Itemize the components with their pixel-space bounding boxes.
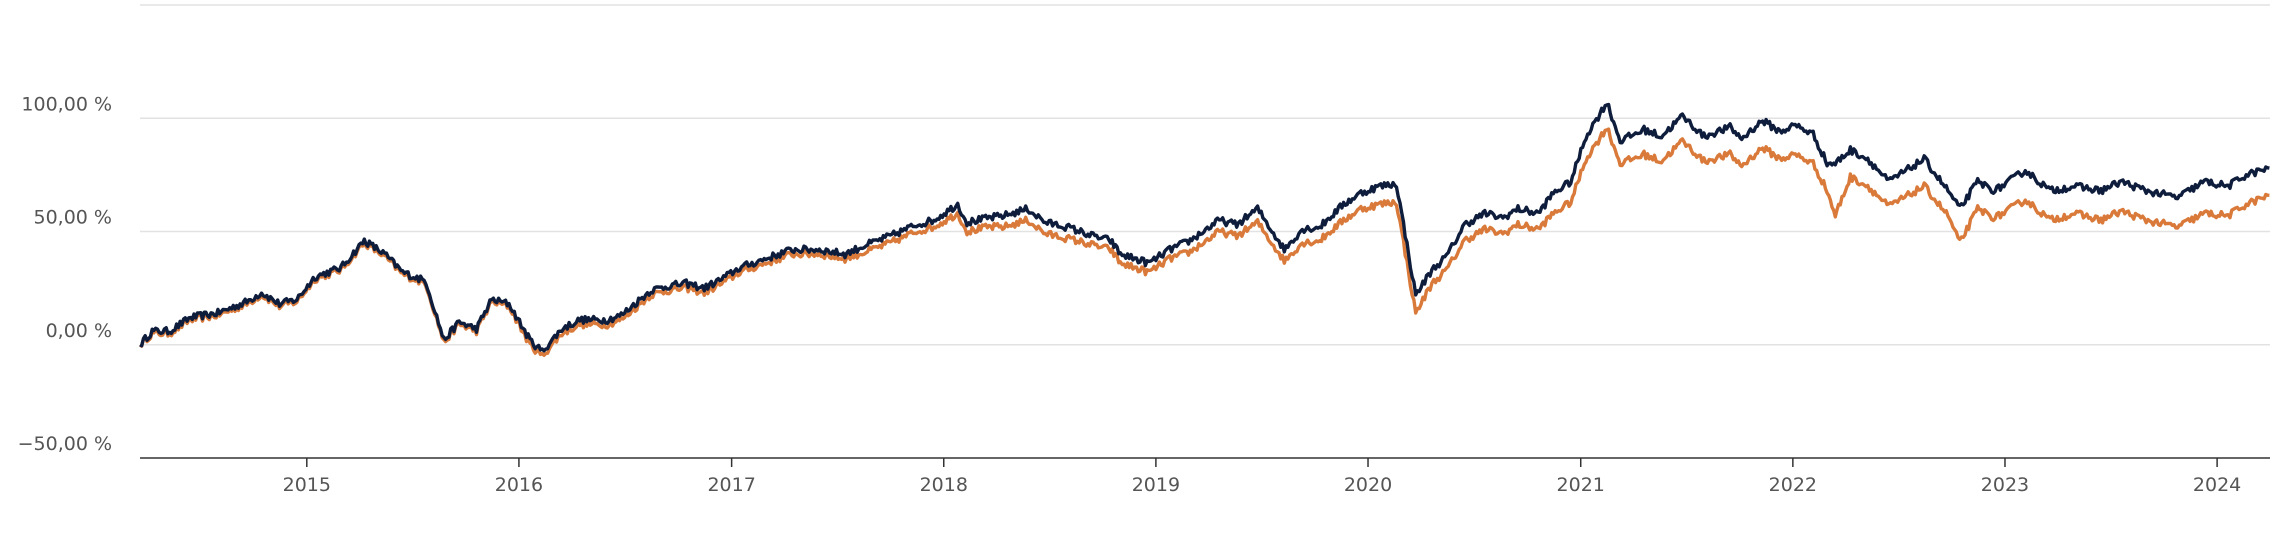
y-tick-label: −50,00 % [18, 433, 112, 455]
x-tick-label: 2018 [920, 474, 968, 496]
series-line-0 [139, 102, 2270, 353]
x-axis-ticks: 2015 2016 2017 2018 2019 2020 2021 2022 2023 2024 [283, 458, 2241, 496]
gridlines [140, 4, 2270, 346]
x-tick-label: 2019 [1132, 474, 1180, 496]
x-tick-label: 2015 [283, 474, 331, 496]
x-tick-label: 2017 [707, 474, 755, 496]
x-tick-label: 2023 [1981, 474, 2029, 496]
y-tick-label: 100,00 % [21, 93, 112, 115]
x-tick-label: 2021 [1557, 474, 1605, 496]
y-tick-label: 0,00 % [46, 320, 112, 342]
x-tick-label: 2022 [1769, 474, 1817, 496]
x-tick-label: 2020 [1344, 474, 1392, 496]
y-tick-label: 50,00 % [34, 207, 113, 229]
series-line-1 [138, 127, 2270, 357]
y-axis-labels: −50,00 % 0,00 % 50,00 % 100,00 % [18, 93, 112, 455]
series-lines [138, 102, 2270, 357]
x-tick-label: 2016 [495, 474, 543, 496]
x-tick-label: 2024 [2193, 474, 2241, 496]
